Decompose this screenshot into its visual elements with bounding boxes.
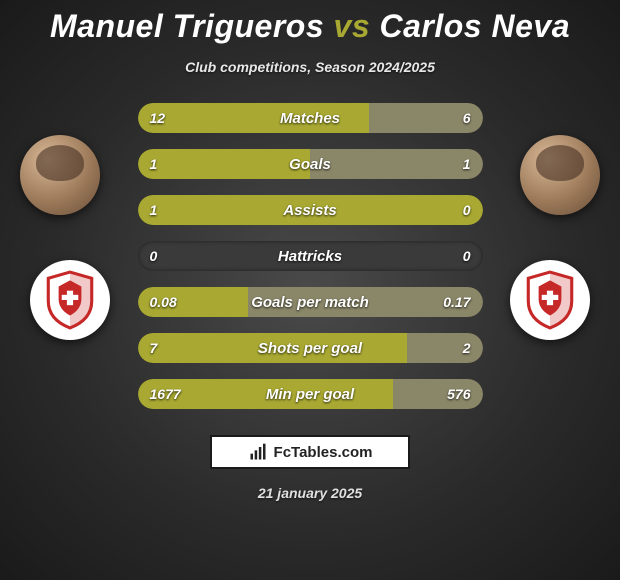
stat-label: Min per goal [138,379,483,409]
stat-row: 72Shots per goal [138,333,483,363]
comparison-title: Manuel Trigueros vs Carlos Neva [0,0,620,45]
club-crest-icon [524,270,576,330]
stat-row: 00Hattricks [138,241,483,271]
player2-club-crest [510,260,590,340]
stat-label: Goals per match [138,287,483,317]
player2-avatar [520,135,600,215]
stat-row: 1677576Min per goal [138,379,483,409]
player2-name: Carlos Neva [380,8,570,44]
snapshot-date: 21 january 2025 [0,485,620,501]
stat-label: Shots per goal [138,333,483,363]
stat-label: Assists [138,195,483,225]
vs-label: vs [334,8,371,44]
chart-icon [248,442,268,462]
stat-label: Hattricks [138,241,483,271]
stat-row: 11Goals [138,149,483,179]
stats-container: 126Matches 11Goals 10Assists 00Hattricks 0.0… [138,103,483,409]
player1-avatar [20,135,100,215]
subtitle: Club competitions, Season 2024/2025 [0,59,620,75]
stat-row: 126Matches [138,103,483,133]
player1-club-crest [30,260,110,340]
stat-row: 0.080.17Goals per match [138,287,483,317]
club-crest-icon [44,270,96,330]
branding-badge: FcTables.com [210,435,410,469]
stat-row: 10Assists [138,195,483,225]
stat-label: Goals [138,149,483,179]
branding-text: FcTables.com [274,444,373,461]
stat-label: Matches [138,103,483,133]
player1-name: Manuel Trigueros [50,8,324,44]
